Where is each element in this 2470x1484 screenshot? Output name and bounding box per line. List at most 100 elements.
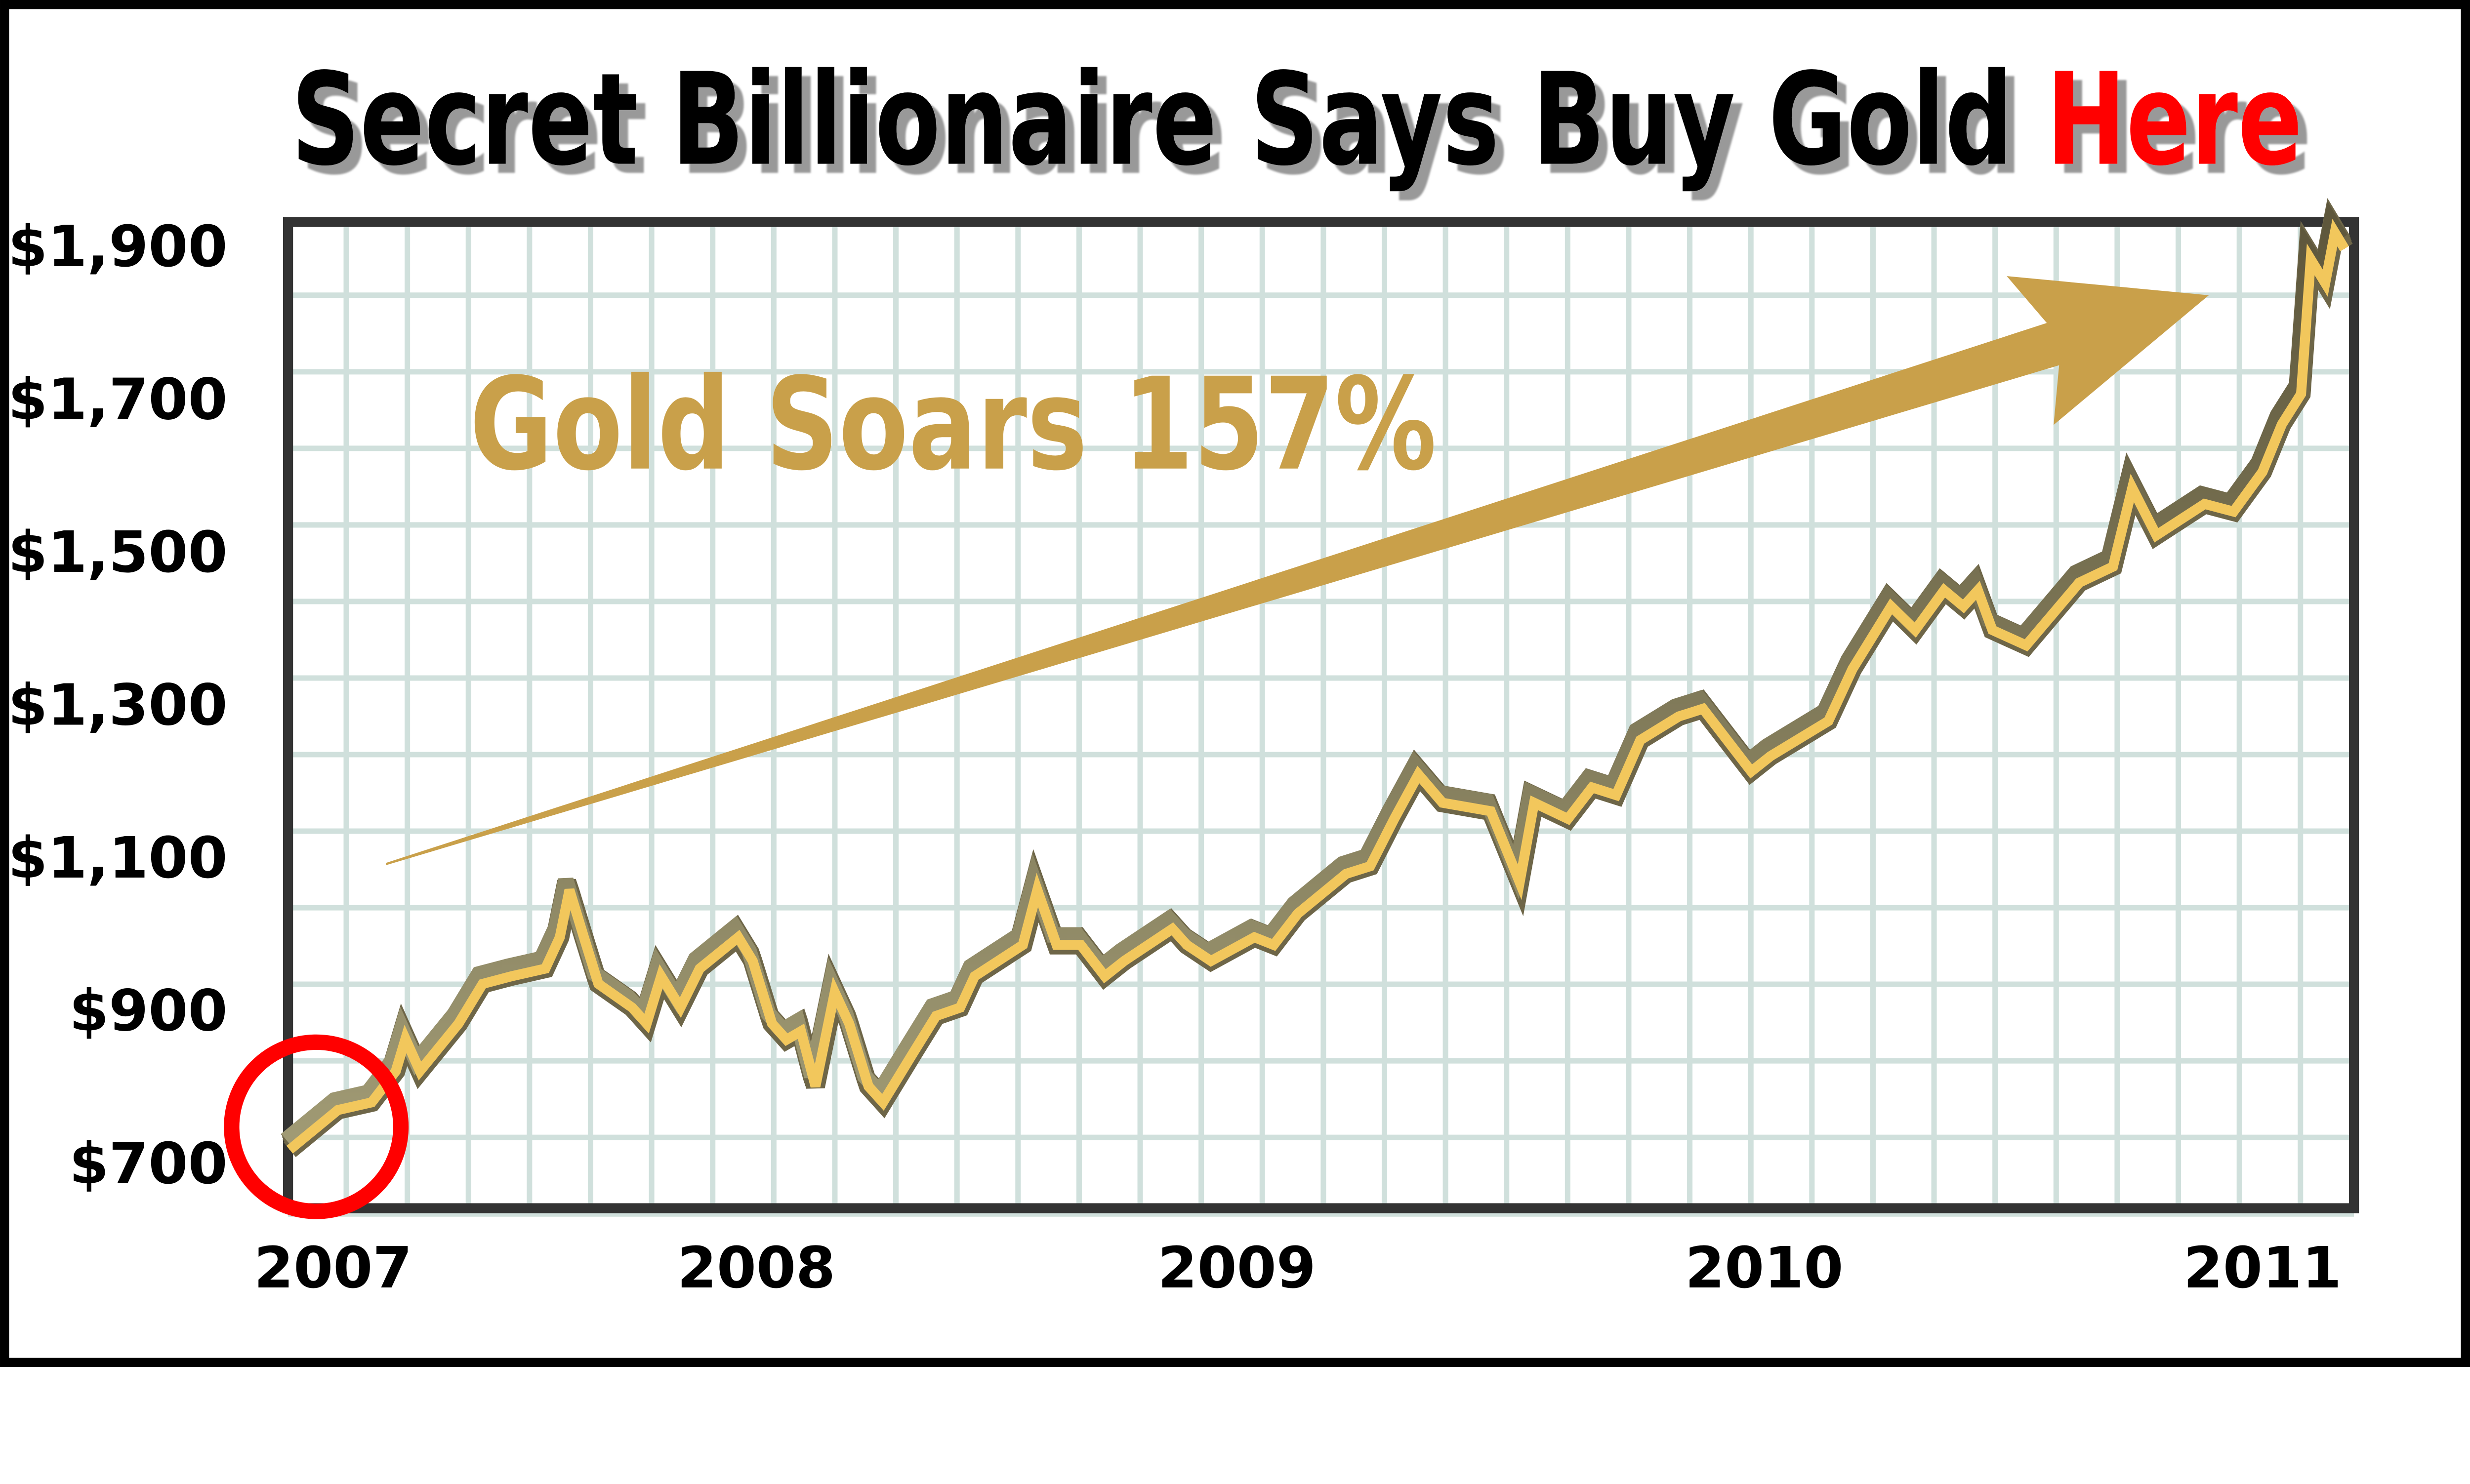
- data-point: [2281, 424, 2282, 425]
- data-point: [1770, 756, 1771, 757]
- data-point: [738, 937, 739, 938]
- data-point: [1254, 937, 1255, 938]
- data-point: [1915, 629, 1916, 631]
- data-point: [2156, 535, 2157, 536]
- data-point: [815, 1085, 816, 1087]
- data-point: [419, 1070, 420, 1072]
- data-point: [974, 975, 975, 977]
- data-point: [1519, 882, 1521, 883]
- data-point: [1615, 795, 1617, 796]
- data-point: [2324, 282, 2326, 284]
- data-point: [1963, 605, 1964, 607]
- data-point: [405, 1038, 406, 1040]
- gold-price-series: [281, 198, 2353, 1158]
- data-point: [289, 1149, 290, 1151]
- data-point: [598, 983, 599, 985]
- gold-price-chart: Secret Billionaire Says Buy Gold Here $7…: [0, 0, 2470, 1367]
- data-point: [660, 975, 662, 977]
- data-point: [868, 1085, 869, 1087]
- data-point: [544, 968, 546, 969]
- data-point: [2132, 487, 2133, 488]
- y-tick-label: $1,500: [8, 520, 227, 586]
- data-point: [911, 1054, 912, 1056]
- data-point: [1394, 818, 1395, 819]
- data-point: [1022, 944, 1024, 946]
- data-point: [1369, 866, 1371, 867]
- data-point: [680, 1007, 681, 1008]
- y-tick-label: $700: [69, 1131, 227, 1197]
- data-point: [1490, 810, 1491, 812]
- data-point: [1104, 975, 1106, 977]
- data-point: [2025, 644, 2027, 646]
- data-point: [849, 1023, 850, 1024]
- data-point: [2204, 503, 2205, 505]
- data-point: [1992, 629, 1993, 631]
- data-point: [1727, 739, 1728, 741]
- data-point: [1977, 590, 1978, 591]
- y-tick-label: $1,300: [8, 672, 227, 738]
- y-tick-label: $1,900: [8, 214, 227, 280]
- data-point: [882, 1102, 884, 1103]
- data-point: [1210, 960, 1212, 962]
- data-point: [1123, 960, 1125, 962]
- gold-soars-annotation: Gold Soars 157%: [470, 351, 1437, 499]
- data-point: [699, 968, 700, 969]
- data-point: [1533, 802, 1535, 803]
- plot-frame: [283, 217, 2359, 1213]
- data-point: [482, 983, 483, 985]
- data-point: [1702, 708, 1704, 710]
- data-point: [800, 1031, 802, 1032]
- data-point: [1080, 944, 1081, 946]
- y-tick-label: $900: [69, 978, 227, 1044]
- data-point: [834, 992, 835, 993]
- data-point: [1036, 889, 1038, 890]
- data-point: [337, 1109, 338, 1111]
- data-point: [786, 1039, 787, 1041]
- x-axis: 2007 2008 2009 2010 2011: [254, 1235, 2342, 1301]
- y-tick-label: $1,100: [8, 825, 227, 891]
- data-point: [2334, 232, 2336, 234]
- data-point: [1418, 774, 1419, 775]
- data-point: [1828, 721, 1829, 722]
- data-point: [2078, 582, 2080, 583]
- title-text: Secret Billionaire Says Buy Gold Here: [291, 46, 2303, 194]
- data-point: [511, 975, 512, 977]
- data-point: [2262, 471, 2263, 473]
- data-point: [1678, 716, 1680, 717]
- chart-title: Secret Billionaire Says Buy Gold Here: [291, 46, 2303, 194]
- data-point: [1172, 928, 1173, 929]
- data-point: [752, 960, 753, 962]
- x-tick-label: 2007: [254, 1235, 412, 1301]
- y-axis: $700 $900 $1,100 $1,300 $1,500 $1,700 $1,900: [8, 214, 227, 1197]
- trend-arrow: [386, 276, 2209, 866]
- data-point: [2310, 259, 2311, 260]
- data-point: [1273, 944, 1275, 946]
- data-point: [2344, 248, 2345, 249]
- data-point: [631, 1007, 633, 1008]
- data-point: [2112, 566, 2114, 567]
- data-point: [1891, 605, 1892, 607]
- x-tick-label: 2008: [677, 1235, 835, 1301]
- data-point: [1852, 668, 1853, 670]
- series-line: [286, 219, 2349, 1154]
- data-point: [2301, 393, 2302, 395]
- x-tick-label: 2010: [1685, 1235, 1843, 1301]
- grid: [288, 222, 2354, 1217]
- data-point: [935, 1015, 937, 1017]
- data-point: [395, 1070, 397, 1072]
- data-point: [959, 1007, 961, 1008]
- data-point: [2233, 511, 2234, 512]
- title-highlight: Here: [2046, 46, 2303, 194]
- data-point: [569, 889, 570, 890]
- data-point: [559, 937, 561, 938]
- data-point: [771, 1023, 773, 1024]
- data-point: [646, 1023, 647, 1024]
- data-point: [583, 937, 584, 938]
- data-point: [1640, 739, 1641, 741]
- data-point: [1056, 944, 1057, 946]
- data-point: [1186, 944, 1188, 946]
- title-main: Secret Billionaire Says Buy Gold: [291, 46, 2014, 194]
- data-point: [1297, 913, 1299, 914]
- data-point: [1442, 802, 1443, 803]
- buy-point-circle: [224, 1034, 409, 1219]
